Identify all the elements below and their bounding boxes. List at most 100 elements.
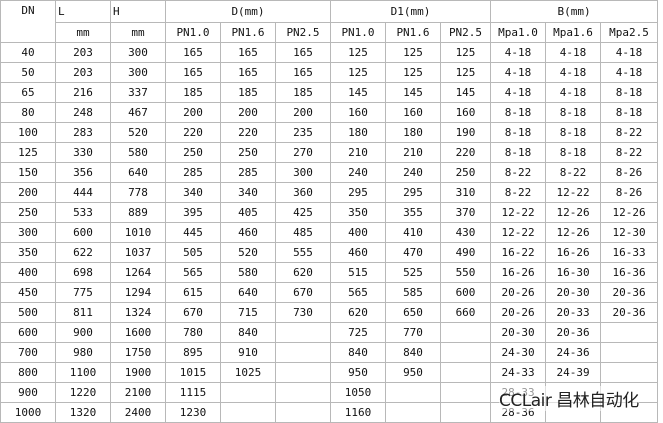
header-d-pn25: PN2.5 [275,22,331,43]
table-cell: 800 [0,362,56,383]
table-cell: 600 [0,322,56,343]
table-cell: 12-22 [490,222,547,243]
table-cell: 295 [385,182,441,203]
table-cell: 425 [275,202,331,223]
table-cell: 125 [439,42,492,63]
table-row: 450 775 1294 615 640 670 565 585 600 20-26 20-30 20… [0,282,659,303]
table-cell: 250 [165,142,221,163]
table-cell: 24-39 [545,362,602,383]
table-cell: 1100 [55,362,111,383]
table-cell: 8-18 [600,102,659,123]
table-cell: 145 [385,82,441,103]
table-cell: 20-36 [600,282,659,303]
header-row-2: mm mm PN1.0 PN1.6 PN2.5 PN1.0 PN1.6 PN2.… [1,22,659,43]
table-cell: 950 [330,362,386,383]
table-cell [275,362,331,383]
table-cell: 1025 [220,362,276,383]
table-cell: 165 [220,42,276,63]
table-cell: 50 [0,62,56,83]
table-cell [275,322,331,343]
table-cell: 12-26 [545,202,602,223]
table-cell: 250 [0,202,56,223]
table-cell: 470 [385,242,441,263]
table-cell: 4-18 [490,82,547,103]
table-cell: 775 [55,282,111,303]
table-row: 350 622 1037 505 520 555 460 470 490 16-22 16-26 16… [0,242,659,263]
table-cell: 4-18 [545,82,602,103]
header-b-mpa16: Mpa1.6 [545,22,602,43]
table-cell: 4-18 [600,62,659,83]
table-cell: 12-22 [545,182,602,203]
table-cell: 203 [55,62,111,83]
table-row: 600 900 1600 780 840 725 770 20-30 20-36 [0,322,659,343]
table-cell: 220 [165,122,221,143]
table-cell: 210 [385,142,441,163]
table-cell: 240 [330,162,386,183]
table-cell: 840 [330,342,386,363]
table-cell: 505 [165,242,221,263]
table-cell: 125 [330,62,386,83]
table-cell: 1600 [110,322,166,343]
table-cell: 24-36 [545,342,602,363]
table-cell: 80 [0,102,56,123]
table-cell: 8-22 [545,162,602,183]
table-cell: 300 [0,222,56,243]
table-cell: 8-18 [545,122,602,143]
table-cell: 520 [220,242,276,263]
table-cell: 565 [165,262,221,283]
header-l-unit: mm [55,22,111,43]
header-d1-pn10: PN1.0 [330,22,386,43]
table-cell: 150 [0,162,56,183]
table-cell: 300 [110,62,166,83]
table-cell: 670 [165,302,221,323]
table-cell: 16-36 [600,262,659,283]
table-cell: 490 [439,242,492,263]
table-cell: 980 [55,342,111,363]
table-cell: 160 [330,102,386,123]
table-cell: 770 [385,322,441,343]
table-cell: 405 [220,202,276,223]
table-cell: 395 [165,202,221,223]
table-cell: 295 [330,182,386,203]
table-cell: 240 [385,162,441,183]
table-cell: 355 [385,202,441,223]
table-row: 80 248 467 200 200 200 160 160 160 8-18 8-18 8-18 [0,102,659,123]
table-cell: 285 [165,162,221,183]
table-cell: 165 [275,42,331,63]
table-row: 700 980 1750 895 910 840 840 24-30 24-36 [0,342,659,363]
table-cell: 460 [220,222,276,243]
table-cell: 248 [55,102,111,123]
header-d: D(mm) [165,0,331,23]
table-cell: 360 [275,182,331,203]
table-cell: 250 [439,162,492,183]
table-cell: 125 [385,42,441,63]
table-cell: 145 [439,82,492,103]
table-cell: 1037 [110,242,166,263]
table-cell: 485 [275,222,331,243]
table-cell: 20-36 [600,302,659,323]
table-cell: 1115 [165,382,221,403]
table-cell: 1264 [110,262,166,283]
table-cell: 8-26 [600,162,659,183]
table-row: 125 330 580 250 250 270 210 210 220 8-18 8-18 8-22 [0,142,659,163]
table-cell: 160 [439,102,492,123]
table-cell: 220 [439,142,492,163]
table-cell: 8-26 [600,182,659,203]
table-cell: 780 [165,322,221,343]
table-cell: 350 [330,202,386,223]
table-cell: 200 [165,102,221,123]
table-cell [275,382,331,403]
table-cell: 165 [220,62,276,83]
table-cell: 555 [275,242,331,263]
table-cell: 350 [0,242,56,263]
table-cell: 444 [55,182,111,203]
table-cell: 730 [275,302,331,323]
table-cell: 300 [275,162,331,183]
table-cell: 650 [385,302,441,323]
table-cell: 185 [165,82,221,103]
table-cell: 565 [330,282,386,303]
table-cell: 16-26 [545,242,602,263]
table-row: 500 811 1324 670 715 730 620 650 660 20-26 20-33 20… [0,302,659,323]
table-cell: 8-22 [490,182,547,203]
table-cell [600,342,659,363]
